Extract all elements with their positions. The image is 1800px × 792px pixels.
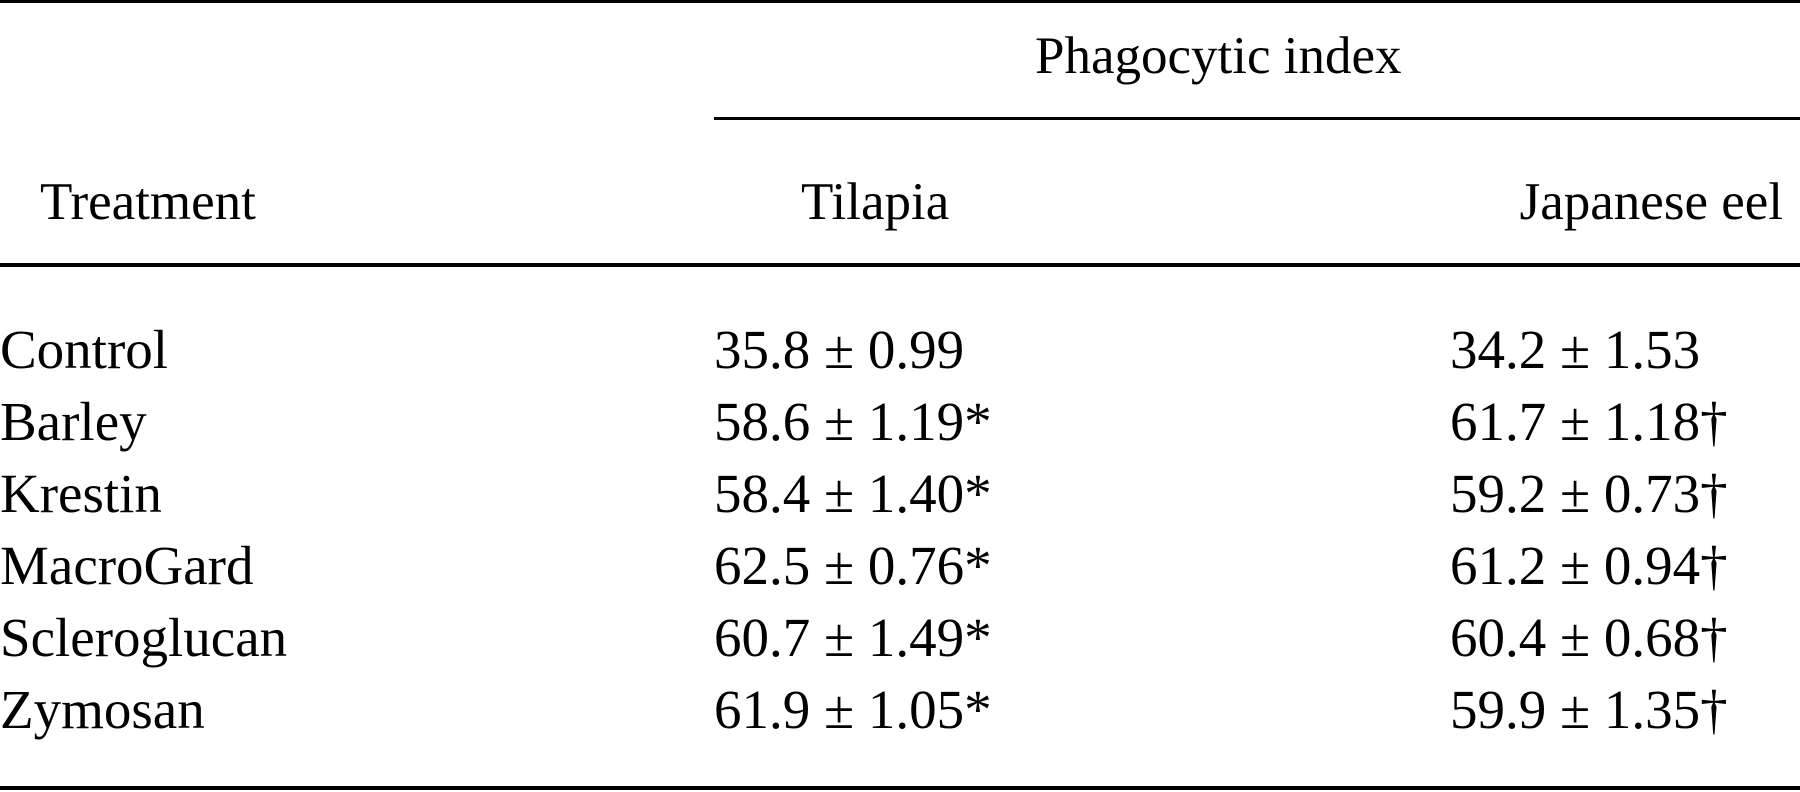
row-tilapia-value: 60.7 ± 1.49* [714,607,992,668]
row-eel-value: 34.2 ± 1.53 [1450,319,1701,380]
column-header-tilapia: Tilapia [801,173,950,231]
row-eel-value: 59.2 ± 0.73† [1450,463,1728,524]
bottom-rule [0,786,1800,790]
column-header-treatment: Treatment [40,173,256,231]
row-tilapia-value: 58.4 ± 1.40* [714,463,992,524]
row-eel-value: 59.9 ± 1.35† [1450,679,1728,740]
row-eel-value: 61.7 ± 1.18† [1450,391,1728,452]
row-treatment: Scleroglucan [0,607,288,668]
row-eel-value: 60.4 ± 0.68† [1450,607,1728,668]
row-tilapia-value: 62.5 ± 0.76* [714,535,992,596]
top-rule [0,0,1800,3]
row-tilapia-value: 35.8 ± 0.99 [714,319,965,380]
row-treatment: MacroGard [0,535,254,596]
header-bottom-rule [0,263,1800,267]
group-header-rule [714,117,1800,120]
row-treatment: Krestin [0,463,162,524]
column-header-japanese-eel: Japanese eel [1519,173,1783,231]
row-treatment: Barley [0,391,147,452]
row-eel-value: 61.2 ± 0.94† [1450,535,1728,596]
row-tilapia-value: 61.9 ± 1.05* [714,679,992,740]
row-treatment: Zymosan [0,679,205,740]
row-treatment: Control [0,319,169,380]
row-tilapia-value: 58.6 ± 1.19* [714,391,992,452]
group-header-phagocytic-index: Phagocytic index [1035,27,1402,85]
